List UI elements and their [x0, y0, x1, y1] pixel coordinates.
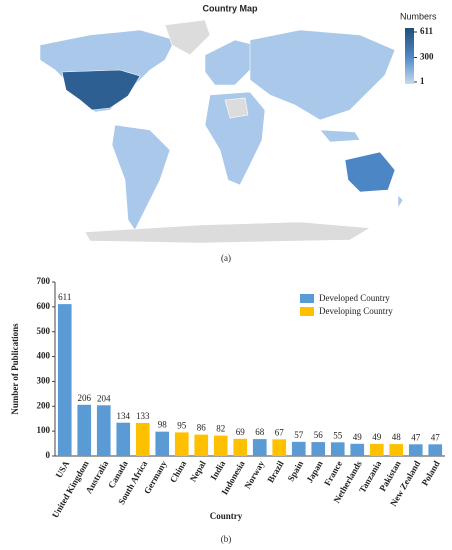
value-label: 56 [314, 430, 324, 440]
indonesia [319, 129, 361, 143]
south-america [111, 124, 171, 231]
africa [204, 91, 266, 186]
bar [96, 405, 111, 456]
colorbar-tick-label: 300 [420, 52, 434, 62]
bar [135, 422, 150, 456]
x-tick-label: Norway [242, 459, 266, 491]
map-title: Country Map [203, 3, 259, 13]
y-tick-label: 600 [37, 301, 51, 311]
bar [57, 304, 72, 456]
bar [330, 442, 345, 456]
value-label: 98 [158, 420, 168, 430]
value-label: 68 [255, 427, 265, 437]
map-colorbar [405, 28, 414, 84]
value-label: 47 [431, 432, 441, 442]
value-label: 69 [236, 427, 246, 437]
bar [233, 438, 248, 456]
bar [77, 404, 92, 456]
y-tick-label: 200 [37, 400, 51, 410]
colorbar-tick-label: 1 [420, 76, 425, 86]
x-tick-label: Nepal [188, 459, 208, 484]
legend-label: Developed Country [319, 293, 390, 303]
bar [369, 443, 384, 456]
x-tick-label: Japan [304, 459, 324, 484]
usa [61, 69, 141, 111]
y-tick-label: 100 [37, 425, 51, 435]
y-tick-label: 300 [37, 375, 51, 385]
bar [252, 439, 267, 456]
legend-label: Developing Country [319, 306, 393, 316]
value-label: 611 [58, 292, 71, 302]
bar [272, 439, 287, 456]
new-zealand [397, 194, 404, 210]
x-tick-label: USA [54, 459, 72, 480]
x-tick-label: Spain [286, 459, 306, 483]
x-axis-label: Country [210, 511, 243, 521]
value-label: 57 [294, 430, 304, 440]
map-legend-title: Numbers [400, 11, 437, 21]
bar [174, 432, 189, 456]
bar [155, 431, 170, 456]
value-label: 55 [333, 430, 343, 440]
world-map [39, 19, 404, 244]
value-label: 47 [411, 432, 421, 442]
sahara [224, 97, 249, 119]
value-label: 82 [216, 424, 225, 434]
asia [249, 29, 396, 121]
australia [344, 151, 396, 193]
y-axis-label: Number of Publications [10, 323, 20, 415]
bar [213, 435, 228, 456]
legend-swatch [300, 294, 314, 303]
bar [291, 441, 306, 456]
bar [311, 442, 326, 456]
value-label: 67 [275, 427, 285, 437]
x-tick-label: China [168, 459, 189, 485]
value-label: 49 [372, 432, 382, 442]
bar [389, 444, 404, 456]
y-tick-label: 0 [46, 450, 51, 460]
x-tick-label: India [208, 459, 227, 482]
y-tick-label: 400 [37, 351, 51, 361]
bar [350, 443, 365, 456]
bar [194, 434, 209, 456]
bar [408, 444, 423, 456]
value-label: 206 [78, 393, 92, 403]
antarctica [84, 221, 371, 244]
value-label: 49 [353, 432, 363, 442]
value-label: 134 [117, 411, 131, 421]
value-label: 204 [97, 393, 111, 403]
value-label: 48 [392, 432, 402, 442]
bar [116, 422, 131, 456]
bar [428, 444, 443, 456]
europe [204, 39, 256, 86]
y-tick-label: 700 [37, 276, 51, 286]
x-tick-label: Brazil [265, 459, 286, 485]
map-caption: (a) [221, 253, 231, 263]
value-label: 95 [177, 420, 187, 430]
value-label: 133 [136, 411, 150, 421]
greenland [164, 19, 211, 56]
y-tick-label: 500 [37, 326, 51, 336]
colorbar-tick-label: 611 [420, 26, 434, 36]
x-tick-label: Poland [420, 459, 442, 487]
value-label: 86 [197, 423, 207, 433]
chart-caption: (b) [221, 534, 232, 544]
legend-swatch [300, 307, 314, 316]
